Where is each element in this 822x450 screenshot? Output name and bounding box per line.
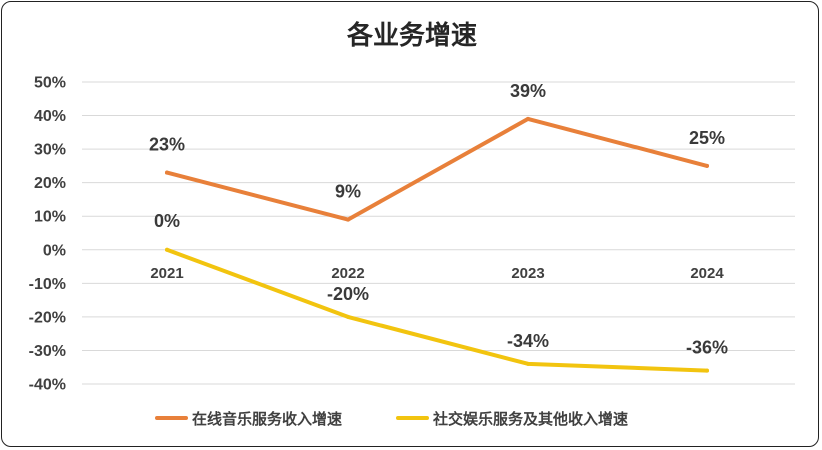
y-tick-label: -40% — [29, 377, 66, 394]
data-point — [526, 361, 530, 366]
y-tick-label: 10% — [34, 209, 66, 226]
data-label: 39% — [510, 81, 546, 101]
data-label: 9% — [335, 182, 361, 202]
y-tick-label: -20% — [29, 309, 66, 326]
data-point — [346, 314, 350, 319]
y-tick-label: -30% — [29, 343, 66, 360]
data-point — [705, 163, 709, 168]
x-tick-label: 2023 — [511, 265, 544, 282]
data-label: 0% — [154, 211, 180, 231]
data-label: -34% — [507, 331, 549, 351]
data-point — [165, 170, 169, 175]
data-point — [526, 116, 530, 121]
x-tick-label: 2024 — [690, 265, 724, 282]
data-point — [705, 368, 709, 373]
data-label: -20% — [327, 284, 369, 304]
chart-title: 各业务增速 — [346, 20, 477, 51]
y-tick-label: -10% — [29, 276, 66, 293]
y-axis-ticks: 50% 40% 30% 20% 10% 0% -10% -20% -30% -40% — [29, 75, 66, 394]
x-tick-label: 2022 — [331, 265, 364, 282]
data-label: -36% — [686, 338, 728, 358]
y-tick-label: 20% — [34, 175, 66, 192]
legend-label: 在线音乐服务收入增速 — [192, 410, 342, 428]
data-point — [165, 247, 169, 252]
data-label: 25% — [689, 128, 725, 148]
data-labels: 23% 9% 39% 25% 0% -20% -34% -36% — [149, 81, 728, 358]
legend-label: 社交娱乐服务及其他收入增速 — [432, 410, 628, 428]
x-tick-label: 2021 — [150, 265, 183, 282]
y-tick-label: 30% — [34, 142, 66, 159]
x-axis-ticks: 2021 2022 2023 2024 — [150, 265, 724, 282]
legend: 在线音乐服务收入增速 社交娱乐服务及其他收入增速 — [155, 410, 628, 428]
y-tick-label: 0% — [43, 242, 66, 259]
data-point — [346, 217, 350, 222]
y-tick-label: 50% — [34, 75, 66, 92]
series-line — [165, 116, 709, 222]
series-lines — [165, 116, 709, 373]
y-tick-label: 40% — [34, 108, 66, 125]
data-label: 23% — [149, 135, 185, 155]
series-line — [165, 247, 709, 373]
